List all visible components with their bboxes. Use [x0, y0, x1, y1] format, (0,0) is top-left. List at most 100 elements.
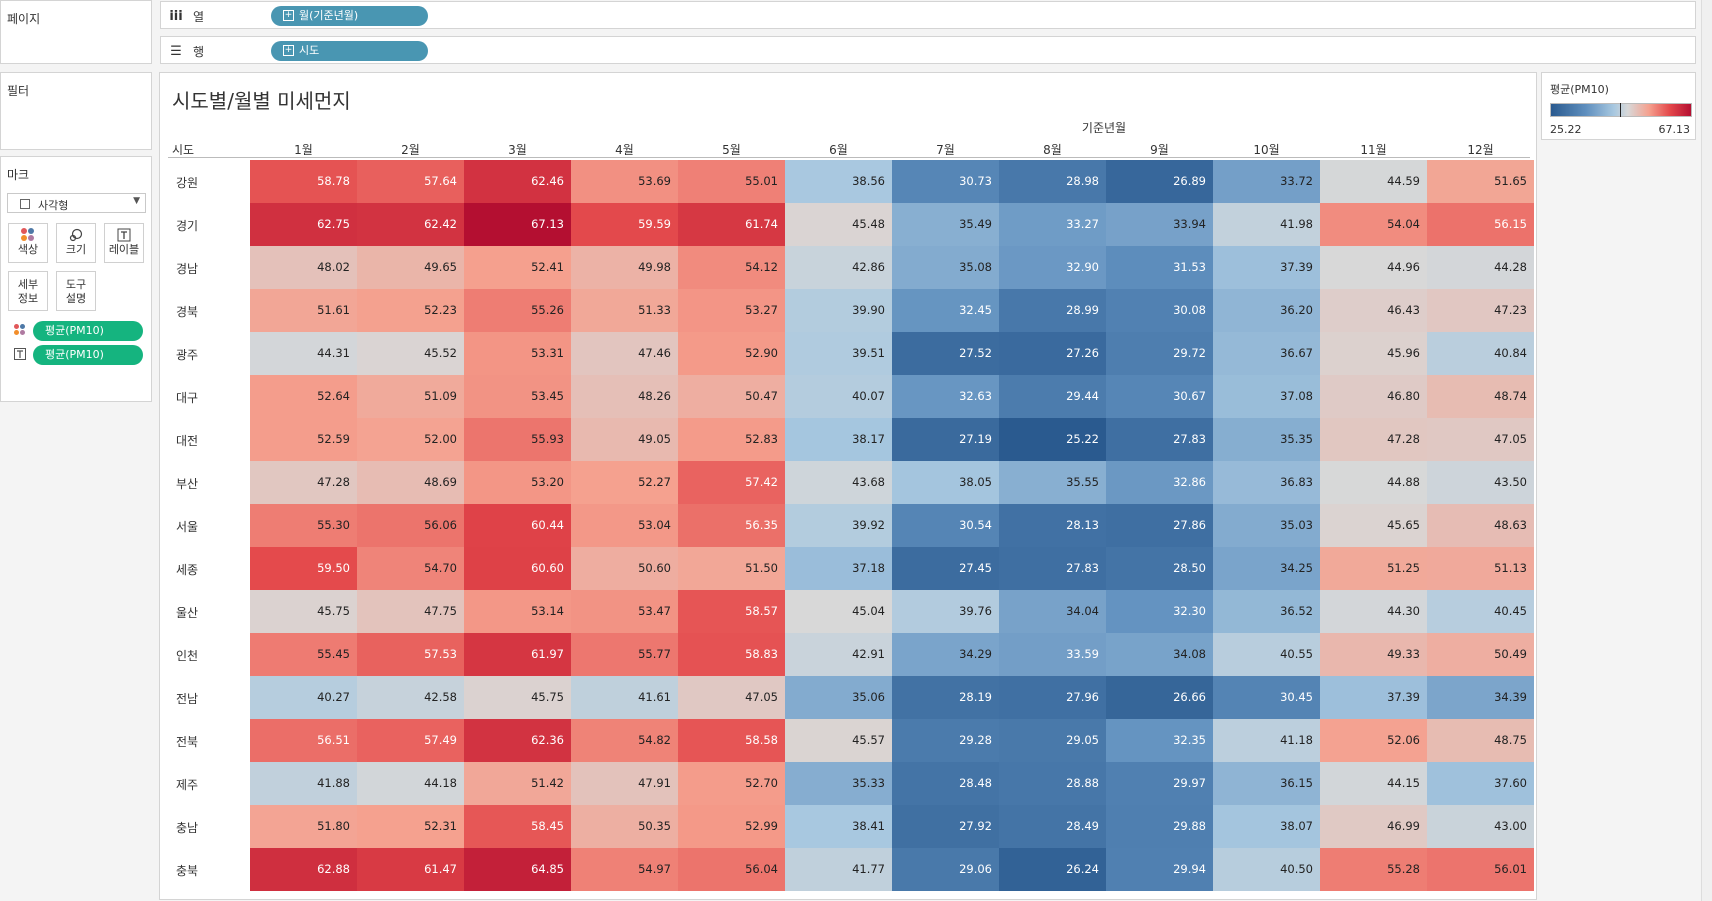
heatmap-cell[interactable]: 37.08: [1213, 375, 1320, 418]
column-header[interactable]: 9월: [1150, 143, 1169, 157]
heatmap-cell[interactable]: 29.44: [999, 375, 1106, 418]
heatmap-cell[interactable]: 27.86: [1106, 504, 1213, 547]
heatmap-cell[interactable]: 48.26: [571, 375, 678, 418]
label-field-pill[interactable]: 평균(PM10): [33, 345, 143, 365]
heatmap-cell[interactable]: 28.49: [999, 805, 1106, 848]
heatmap-cell[interactable]: 54.12: [678, 246, 785, 289]
heatmap-cell[interactable]: 27.19: [892, 418, 999, 461]
heatmap-cell[interactable]: 29.28: [892, 719, 999, 762]
heatmap-cell[interactable]: 29.05: [999, 719, 1106, 762]
color-button[interactable]: 색상: [8, 223, 48, 263]
heatmap-cell[interactable]: 30.54: [892, 504, 999, 547]
heatmap-cell[interactable]: 57.64: [357, 160, 464, 203]
heatmap-cell[interactable]: 53.69: [571, 160, 678, 203]
heatmap-cell[interactable]: 51.33: [571, 289, 678, 332]
heatmap-cell[interactable]: 35.49: [892, 203, 999, 246]
heatmap-cell[interactable]: 37.60: [1427, 762, 1534, 805]
heatmap-cell[interactable]: 56.35: [678, 504, 785, 547]
heatmap-cell[interactable]: 56.06: [357, 504, 464, 547]
heatmap-cell[interactable]: 48.75: [1427, 719, 1534, 762]
heatmap-cell[interactable]: 38.07: [1213, 805, 1320, 848]
heatmap-cell[interactable]: 39.51: [785, 332, 892, 375]
row-header[interactable]: 대구: [176, 391, 199, 405]
color-legend[interactable]: 평균(PM10) 25.22 67.13: [1541, 72, 1696, 140]
row-header[interactable]: 강원: [176, 176, 199, 190]
heatmap-cell[interactable]: 49.05: [571, 418, 678, 461]
heatmap-cell[interactable]: 57.53: [357, 633, 464, 676]
heatmap-cell[interactable]: 53.04: [571, 504, 678, 547]
heatmap-cell[interactable]: 51.09: [357, 375, 464, 418]
heatmap-cell[interactable]: 46.43: [1320, 289, 1427, 332]
heatmap-cell[interactable]: 43.68: [785, 461, 892, 504]
heatmap-cell[interactable]: 34.08: [1106, 633, 1213, 676]
heatmap-cell[interactable]: 59.59: [571, 203, 678, 246]
heatmap-cell[interactable]: 27.26: [999, 332, 1106, 375]
heatmap-cell[interactable]: 53.27: [678, 289, 785, 332]
heatmap-cell[interactable]: 34.04: [999, 590, 1106, 633]
heatmap-cell[interactable]: 36.67: [1213, 332, 1320, 375]
heatmap-cell[interactable]: 50.47: [678, 375, 785, 418]
heatmap-cell[interactable]: 27.83: [1106, 418, 1213, 461]
heatmap-cell[interactable]: 28.98: [999, 160, 1106, 203]
heatmap-cell[interactable]: 40.50: [1213, 848, 1320, 891]
heatmap-cell[interactable]: 52.31: [357, 805, 464, 848]
heatmap-cell[interactable]: 58.58: [678, 719, 785, 762]
heatmap-cell[interactable]: 45.65: [1320, 504, 1427, 547]
column-header[interactable]: 4월: [615, 143, 634, 157]
column-header[interactable]: 12월: [1467, 143, 1494, 157]
heatmap-cell[interactable]: 44.96: [1320, 246, 1427, 289]
heatmap-cell[interactable]: 67.13: [464, 203, 571, 246]
heatmap-cell[interactable]: 57.49: [357, 719, 464, 762]
heatmap-cell[interactable]: 29.94: [1106, 848, 1213, 891]
heatmap-cell[interactable]: 38.05: [892, 461, 999, 504]
heatmap-cell[interactable]: 37.18: [785, 547, 892, 590]
color-field-pill[interactable]: 평균(PM10): [33, 321, 143, 341]
size-button[interactable]: 크기: [56, 223, 96, 263]
heatmap-cell[interactable]: 35.33: [785, 762, 892, 805]
heatmap-cell[interactable]: 36.20: [1213, 289, 1320, 332]
heatmap-cell[interactable]: 59.50: [250, 547, 357, 590]
heatmap-cell[interactable]: 39.76: [892, 590, 999, 633]
heatmap-cell[interactable]: 26.89: [1106, 160, 1213, 203]
heatmap-cell[interactable]: 56.01: [1427, 848, 1534, 891]
column-header[interactable]: 10월: [1253, 143, 1280, 157]
heatmap-cell[interactable]: 33.94: [1106, 203, 1213, 246]
heatmap-cell[interactable]: 45.75: [250, 590, 357, 633]
heatmap-cell[interactable]: 53.14: [464, 590, 571, 633]
row-header[interactable]: 세종: [176, 563, 199, 577]
heatmap-cell[interactable]: 37.39: [1320, 676, 1427, 719]
heatmap-cell[interactable]: 62.75: [250, 203, 357, 246]
heatmap-cell[interactable]: 62.36: [464, 719, 571, 762]
heatmap-cell[interactable]: 49.98: [571, 246, 678, 289]
heatmap-cell[interactable]: 51.80: [250, 805, 357, 848]
column-header[interactable]: 5월: [722, 143, 741, 157]
heatmap-cell[interactable]: 52.90: [678, 332, 785, 375]
heatmap-cell[interactable]: 52.59: [250, 418, 357, 461]
heatmap-cell[interactable]: 52.83: [678, 418, 785, 461]
row-header[interactable]: 부산: [176, 477, 199, 491]
heatmap-cell[interactable]: 28.50: [1106, 547, 1213, 590]
heatmap-cell[interactable]: 42.91: [785, 633, 892, 676]
heatmap-cell[interactable]: 44.28: [1427, 246, 1534, 289]
heatmap-cell[interactable]: 32.90: [999, 246, 1106, 289]
column-header[interactable]: 8월: [1043, 143, 1062, 157]
row-header[interactable]: 제주: [176, 778, 199, 792]
heatmap-cell[interactable]: 35.35: [1213, 418, 1320, 461]
row-header[interactable]: 경북: [176, 305, 199, 319]
heatmap-cell[interactable]: 44.18: [357, 762, 464, 805]
heatmap-cell[interactable]: 52.06: [1320, 719, 1427, 762]
heatmap-cell[interactable]: 25.22: [999, 418, 1106, 461]
heatmap-cell[interactable]: 41.88: [250, 762, 357, 805]
mark-type-dropdown[interactable]: 사각형 ▼: [7, 193, 146, 213]
heatmap-cell[interactable]: 27.45: [892, 547, 999, 590]
heatmap-cell[interactable]: 28.13: [999, 504, 1106, 547]
row-header[interactable]: 전남: [176, 692, 199, 706]
heatmap-cell[interactable]: 60.60: [464, 547, 571, 590]
heatmap-cell[interactable]: 29.06: [892, 848, 999, 891]
heatmap-cell[interactable]: 41.18: [1213, 719, 1320, 762]
column-header[interactable]: 11월: [1360, 143, 1387, 157]
row-header[interactable]: 인천: [176, 649, 199, 663]
column-header[interactable]: 2월: [401, 143, 420, 157]
heatmap-cell[interactable]: 48.69: [357, 461, 464, 504]
row-header[interactable]: 경기: [176, 219, 199, 233]
